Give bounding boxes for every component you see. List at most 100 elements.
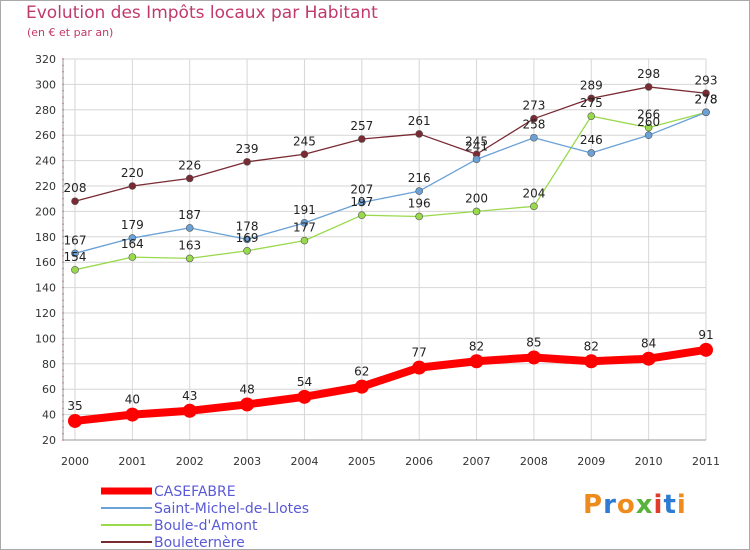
chart-title: Evolution des Impôts locaux par Habitant <box>26 3 378 23</box>
data-label: 245 <box>293 134 316 148</box>
y-tick-label: 280 <box>35 104 56 117</box>
data-point <box>587 149 596 157</box>
data-label: 258 <box>522 118 545 132</box>
data-point <box>699 342 713 357</box>
x-tick-label: 2000 <box>61 455 89 468</box>
data-point <box>472 155 481 164</box>
data-point <box>243 235 251 244</box>
data-point <box>412 360 427 375</box>
y-tick-label: 160 <box>35 256 56 269</box>
y-tick-label: 40 <box>42 409 56 422</box>
data-label: 40 <box>125 393 140 407</box>
data-label: 273 <box>522 99 545 113</box>
data-point <box>71 266 79 274</box>
legend-label: Bouleternère <box>154 535 245 550</box>
data-point <box>125 407 140 422</box>
data-label: 298 <box>637 67 660 81</box>
data-label: 191 <box>293 203 316 217</box>
y-tick-label: 320 <box>35 53 56 66</box>
y-tick-label: 200 <box>35 205 56 218</box>
series-line-0 <box>71 345 710 425</box>
legend-label: Boule-d'Amont <box>154 518 258 534</box>
data-point <box>243 158 251 166</box>
y-tick-label: 100 <box>35 332 56 345</box>
data-point <box>128 253 137 261</box>
data-label: 275 <box>580 96 603 110</box>
data-label: 241 <box>465 139 488 153</box>
data-label: 187 <box>178 208 201 222</box>
data-label: 82 <box>584 339 599 353</box>
data-point <box>300 236 309 245</box>
data-point <box>68 413 82 428</box>
y-tick-label: 300 <box>35 78 56 91</box>
data-label: 226 <box>178 158 201 172</box>
x-tick-label: 2001 <box>118 455 146 468</box>
data-label: 54 <box>297 375 312 389</box>
y-tick-label: 220 <box>35 180 56 193</box>
data-point <box>354 379 369 394</box>
x-tick-label: 2002 <box>176 455 204 468</box>
logo-letter: o <box>616 490 636 520</box>
x-tick-label: 2003 <box>233 455 261 468</box>
data-label: 179 <box>121 218 144 232</box>
y-tick-label: 60 <box>42 383 56 396</box>
logo-letter: t <box>663 490 677 520</box>
data-label: 260 <box>637 115 660 129</box>
data-point <box>530 114 538 123</box>
data-point <box>472 207 481 216</box>
data-point <box>587 94 596 103</box>
data-label: 48 <box>239 382 254 396</box>
data-point <box>71 249 79 258</box>
x-tick-label: 2004 <box>290 455 318 468</box>
data-point <box>584 354 599 369</box>
data-point <box>587 112 596 120</box>
x-tick-label: 2011 <box>692 455 720 468</box>
data-label: 178 <box>236 219 259 233</box>
data-point <box>641 351 656 366</box>
data-label: 266 <box>637 108 660 122</box>
legend-label: Saint-Michel-de-Llotes <box>154 501 309 517</box>
data-label: 77 <box>412 346 427 360</box>
proxiti-logo: Proxiti <box>583 490 687 520</box>
data-label: 257 <box>350 119 373 133</box>
data-label: 207 <box>350 183 373 197</box>
logo-letter: P <box>583 490 604 520</box>
data-point <box>243 246 251 255</box>
data-point <box>358 198 366 207</box>
data-label: 261 <box>408 114 431 128</box>
data-point <box>185 224 194 232</box>
data-label: 169 <box>236 231 259 245</box>
chart-subtitle: (en € et par an) <box>27 26 114 39</box>
data-label: 84 <box>641 337 656 351</box>
data-point <box>415 130 423 138</box>
logo-letter: i <box>676 490 687 520</box>
data-label: 196 <box>408 196 431 210</box>
data-label: 200 <box>465 191 488 205</box>
logo-letter: r <box>603 490 617 520</box>
data-label: 82 <box>469 339 484 353</box>
data-label: 154 <box>64 250 87 264</box>
data-point <box>358 135 366 143</box>
data-point <box>702 89 710 98</box>
data-label: 167 <box>64 233 87 247</box>
data-point <box>300 219 309 227</box>
x-tick-label: 2005 <box>348 455 376 468</box>
data-label: 177 <box>293 221 316 235</box>
y-tick-label: 120 <box>35 307 56 320</box>
data-point <box>182 403 197 418</box>
data-label: 216 <box>408 171 431 185</box>
legend-label: CASEFABRE <box>154 484 236 500</box>
data-point <box>128 234 137 242</box>
data-label: 43 <box>182 389 197 403</box>
data-label: 197 <box>350 195 373 209</box>
data-label: 204 <box>522 186 545 200</box>
data-point <box>240 397 255 412</box>
data-label: 35 <box>67 399 82 413</box>
series-line-2 <box>74 111 707 271</box>
data-point <box>128 182 137 190</box>
data-label: 278 <box>695 92 718 106</box>
data-point <box>644 83 653 91</box>
data-label: 293 <box>695 73 718 87</box>
data-point <box>415 212 423 221</box>
data-point <box>530 133 538 142</box>
